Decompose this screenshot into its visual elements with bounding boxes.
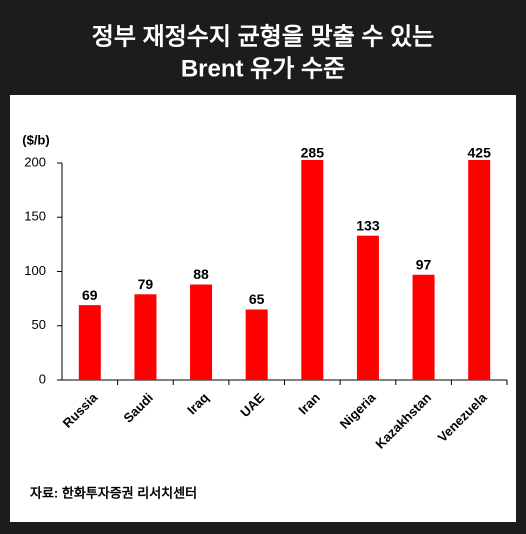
data-label: 133 — [356, 217, 380, 233]
data-label: 425 — [468, 145, 492, 161]
data-label: 285 — [301, 145, 325, 161]
bar — [468, 160, 491, 380]
y-tick-label: 200 — [24, 154, 46, 169]
data-label: 69 — [82, 287, 98, 303]
y-tick-label: 0 — [39, 371, 46, 386]
bar — [412, 274, 435, 380]
chart-title: Brent 유가 수준 — [181, 55, 345, 82]
source: 자료: 한화투자증권 리서치센터 — [30, 485, 197, 500]
y-tick-label: 150 — [24, 209, 46, 224]
chart-title: 정부 재정수지 균형을 맞출 수 있는 — [92, 23, 434, 50]
y-tick-label: 100 — [24, 263, 46, 278]
data-label: 97 — [416, 256, 432, 272]
data-label: 79 — [138, 276, 154, 292]
bar — [134, 294, 157, 380]
bar — [190, 284, 213, 380]
bar — [301, 160, 324, 380]
y-axis-label: ($/b) — [22, 132, 49, 147]
y-tick-label: 50 — [32, 317, 46, 332]
data-label: 88 — [193, 266, 209, 282]
bar — [245, 309, 268, 380]
bar — [356, 235, 379, 380]
bar — [78, 305, 101, 380]
bars — [78, 160, 491, 380]
data-label: 65 — [249, 291, 265, 307]
